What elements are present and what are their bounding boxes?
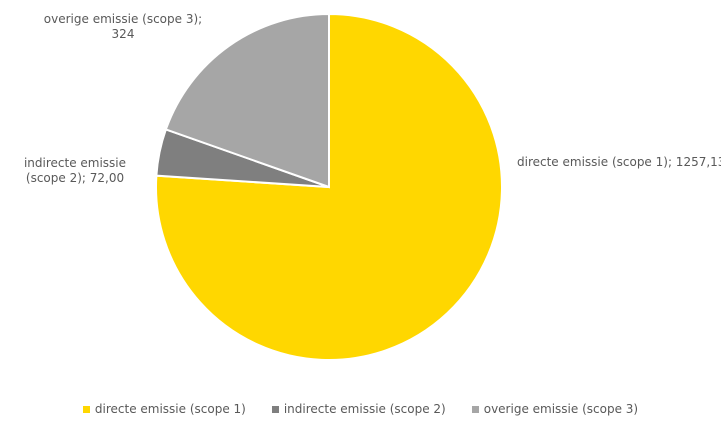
legend-swatch-scope-3 — [471, 405, 479, 413]
legend-label-scope-1: directe emissie (scope 1) — [94, 402, 246, 416]
legend-label-scope-3: overige emissie (scope 3) — [483, 402, 639, 416]
legend-swatch-scope-2 — [271, 405, 279, 413]
pie-slice-scope-3 — [164, 12, 330, 189]
chart-legend: directe emissie (scope 1) indirecte emis… — [0, 402, 721, 416]
legend-item-scope-3: overige emissie (scope 3) — [471, 402, 639, 416]
legend-item-scope-2: indirecte emissie (scope 2) — [271, 402, 446, 416]
data-label-scope-2: indirecte emissie (scope 2); 72,00 — [24, 156, 126, 185]
legend-item-scope-1: directe emissie (scope 1) — [82, 402, 246, 416]
legend-label-scope-2: indirecte emissie (scope 2) — [283, 402, 446, 416]
legend-swatch-scope-1 — [82, 405, 90, 413]
data-label-scope-3: overige emissie (scope 3); 324 — [44, 12, 202, 41]
data-label-scope-1: directe emissie (scope 1); 1257,13 — [517, 155, 721, 169]
